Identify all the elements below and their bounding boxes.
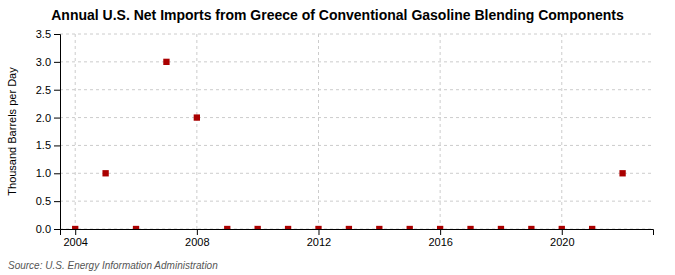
tick-mark	[54, 62, 60, 63]
y-axis-title: Thousand Barrels per Day	[6, 67, 18, 196]
point	[376, 226, 382, 229]
grid-line-x	[75, 34, 76, 229]
tick-mark	[54, 145, 60, 146]
grid-line-x	[318, 34, 319, 229]
point	[315, 226, 321, 229]
grid-line-y	[60, 145, 653, 146]
tick-mark	[54, 90, 60, 91]
point	[619, 170, 625, 176]
tick: 2.5	[36, 84, 60, 96]
point	[285, 226, 291, 229]
grid-line-y	[60, 201, 653, 202]
grid-line-x	[440, 34, 441, 229]
tick: 3.0	[36, 56, 60, 68]
tick-mark	[75, 229, 76, 235]
tick: 0.0	[36, 223, 60, 235]
point	[498, 226, 504, 229]
tick: 2008	[185, 229, 209, 248]
plot-area: 2004 2008 2012 2016 2020 0.0 0.5 1.0 1.5 2.0 2.5 3.…	[36, 28, 654, 248]
tick-label: 2016	[428, 236, 452, 248]
tick-mark	[54, 173, 60, 174]
tick: 3.5	[36, 28, 60, 40]
tick-label: 2004	[63, 236, 87, 248]
point	[255, 226, 261, 229]
x-axis: 2004 2008 2012 2016 2020	[61, 229, 654, 248]
point	[133, 226, 139, 229]
tick-mark	[54, 118, 60, 119]
grid-line-y	[60, 89, 653, 90]
grid-line-y	[60, 61, 653, 62]
point	[589, 226, 595, 229]
tick-mark	[197, 229, 198, 235]
tick-label: 2.0	[36, 112, 51, 124]
point	[102, 170, 108, 176]
tick-label: 2012	[307, 236, 331, 248]
tick-mark	[54, 34, 60, 35]
tick-mark	[318, 229, 319, 235]
axis-line	[54, 35, 61, 230]
grid-line-y	[60, 117, 653, 118]
tick: 2004	[63, 229, 87, 248]
tick-mark	[440, 229, 441, 235]
tick-label: 2008	[185, 236, 209, 248]
tick-mark	[54, 229, 60, 230]
tick-mark	[54, 201, 60, 202]
tick: 1.0	[36, 167, 60, 179]
tick: 2020	[550, 229, 574, 248]
grid-line-y	[60, 173, 653, 174]
point	[346, 226, 352, 229]
points	[72, 59, 626, 229]
grid-line-x	[196, 34, 197, 229]
tick-label: 3.0	[36, 56, 51, 68]
tick-label: 3.5	[36, 28, 51, 40]
tick: 0.5	[36, 195, 60, 207]
point	[163, 59, 169, 65]
tick-label: 2.5	[36, 84, 51, 96]
tick: 2016	[428, 229, 452, 248]
tick-label: 1.0	[36, 167, 51, 179]
y-axis: 0.0 0.5 1.0 1.5 2.0 2.5 3.0 3.5	[36, 28, 61, 235]
grid	[60, 34, 653, 229]
point	[224, 226, 230, 229]
point	[194, 114, 200, 120]
tick-label: 2020	[550, 236, 574, 248]
grid-line-x	[561, 34, 562, 229]
tick: 2.0	[36, 112, 60, 124]
tick-label: 1.5	[36, 139, 51, 151]
point	[437, 226, 443, 229]
axis-line	[61, 230, 654, 236]
title: Annual U.S. Net Imports from Greece of C…	[51, 7, 624, 23]
tick-label: 0.0	[36, 223, 51, 235]
grid-line-y	[60, 34, 653, 35]
annotation: Source: U.S. Energy Information Administ…	[8, 260, 218, 271]
chart: 2004 2008 2012 2016 2020 0.0 0.5 1.0 1.5 2.0 2.5 3.…	[0, 0, 675, 275]
point	[467, 226, 473, 229]
point	[528, 226, 534, 229]
tick: 2012	[307, 229, 331, 248]
point	[559, 226, 565, 229]
point	[407, 226, 413, 229]
tick: 1.5	[36, 139, 60, 151]
tick-mark	[562, 229, 563, 235]
tick-label: 0.5	[36, 195, 51, 207]
point	[72, 226, 78, 229]
